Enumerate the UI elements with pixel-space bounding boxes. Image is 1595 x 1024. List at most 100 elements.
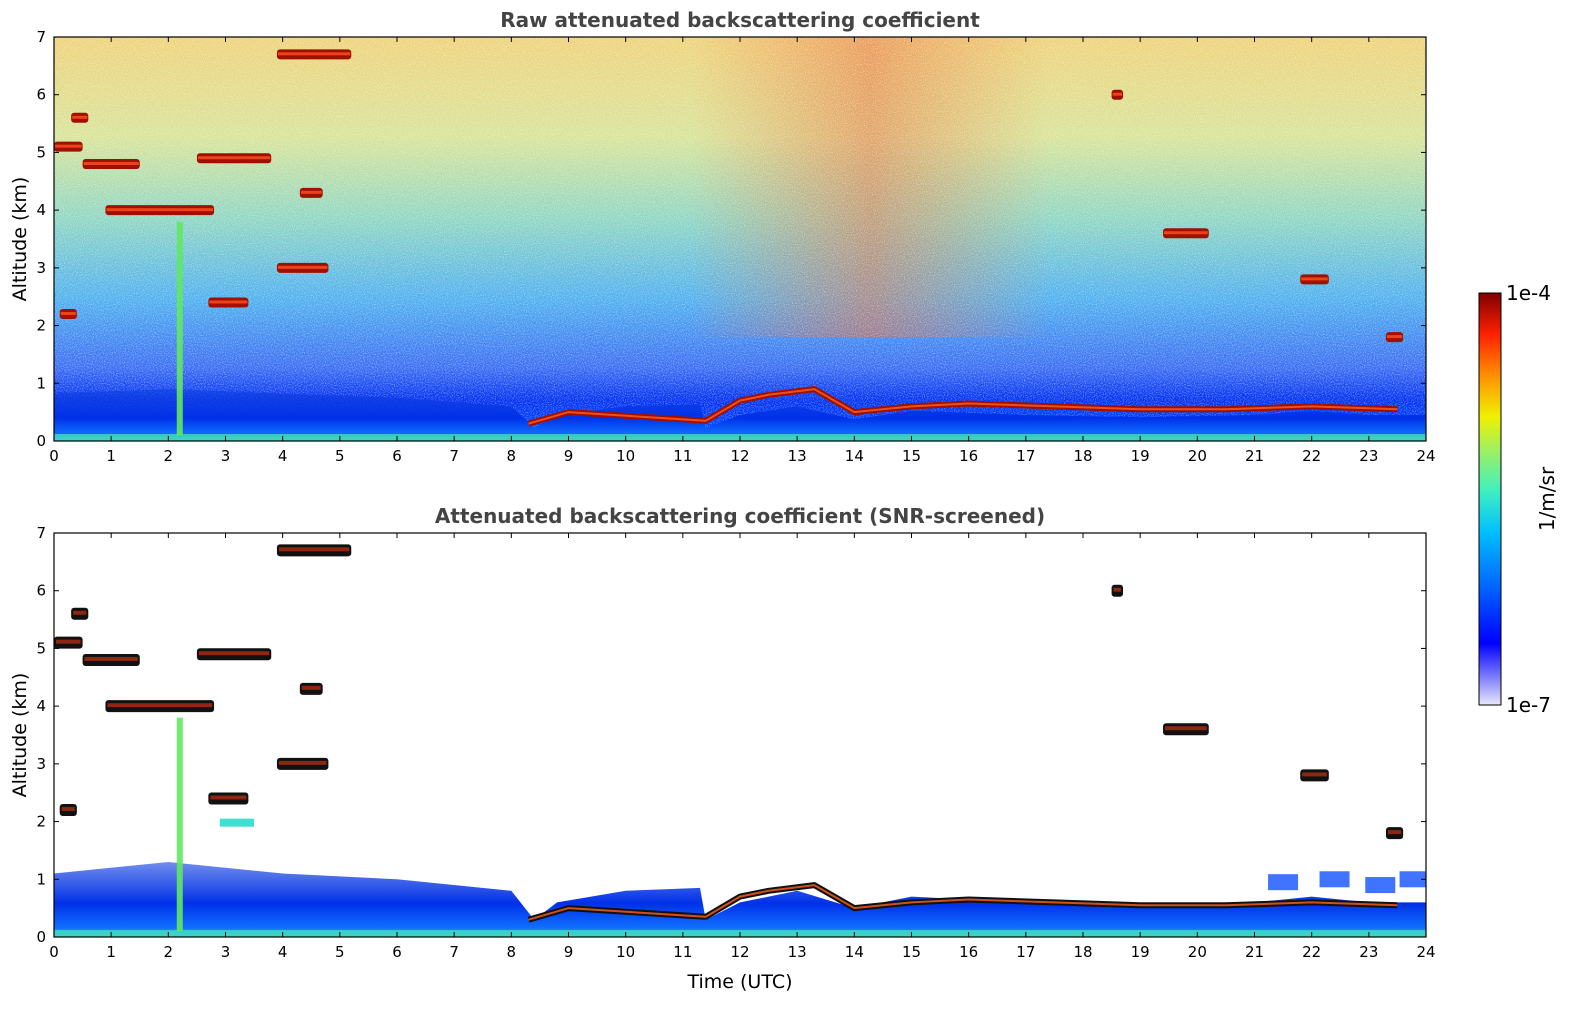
x-tick-label: 9 (564, 943, 574, 961)
boundary-layer-aerosol (54, 862, 1426, 937)
cloud-layer-core (107, 703, 213, 708)
screened-y-axis-label: Altitude (km) (9, 673, 31, 798)
boundary-layer-core (528, 884, 1398, 921)
screened-heatmap (54, 533, 1426, 937)
cloud-layer-core (277, 265, 328, 269)
y-tick-label: 2 (36, 317, 46, 335)
x-tick-label: 1 (106, 447, 116, 465)
residual-aerosol-patch (1268, 874, 1299, 891)
cloud-layer-core (1302, 772, 1327, 777)
x-tick-label: 13 (788, 943, 807, 961)
x-tick-label: 16 (959, 447, 978, 465)
x-tick-label: 21 (1245, 447, 1264, 465)
screened-panel-title: Attenuated backscattering coefficient (S… (435, 504, 1045, 528)
residual-aerosol-patch (1365, 877, 1396, 894)
cloud-layer-core (56, 639, 81, 644)
y-tick-label: 7 (36, 28, 46, 46)
cloud-layer-core (84, 656, 138, 661)
x-tick-label: 18 (1073, 447, 1092, 465)
x-tick-label: 16 (959, 943, 978, 961)
cloud-layer-core (72, 115, 88, 119)
residual-aerosol-patch (1319, 871, 1350, 888)
y-tick-label: 3 (36, 755, 46, 773)
x-tick-label: 7 (449, 943, 459, 961)
x-tick-label: 15 (902, 447, 921, 465)
x-tick-label: 0 (49, 943, 59, 961)
x-axis-label: Time (UTC) (686, 971, 792, 993)
cloud-layer-core (1113, 587, 1122, 592)
y-tick-label: 6 (36, 86, 46, 104)
y-tick-label: 4 (36, 697, 46, 715)
cloud-layer-core (1386, 335, 1403, 339)
x-tick-label: 4 (278, 447, 288, 465)
x-tick-label: 4 (278, 943, 288, 961)
x-tick-label: 7 (449, 447, 459, 465)
colorbar-unit-label: 1/m/sr (1535, 466, 1559, 531)
x-tick-label: 14 (845, 943, 864, 961)
cloud-layer-core (1165, 726, 1207, 731)
colorbar-gradient (1478, 292, 1502, 706)
x-tick-label: 17 (1016, 447, 1035, 465)
x-tick-label: 18 (1073, 943, 1092, 961)
y-tick-label: 2 (36, 813, 46, 831)
cloud-layer-core (106, 208, 214, 212)
x-tick-label: 15 (902, 943, 921, 961)
cloud-layer-core (1301, 277, 1328, 281)
cloud-layer-core (73, 610, 87, 615)
cloud-layer-core (1112, 92, 1123, 96)
boundary-layer-core (528, 388, 1398, 425)
x-tick-label: 1 (106, 943, 116, 961)
cloud-layer-core (55, 144, 82, 148)
x-tick-label: 5 (335, 447, 345, 465)
cloud-layer-core (278, 760, 327, 765)
x-tick-label: 23 (1359, 447, 1378, 465)
x-tick-label: 12 (730, 943, 749, 961)
y-tick-label: 3 (36, 259, 46, 277)
cloud-layer-core (197, 156, 271, 160)
x-tick-label: 20 (1188, 943, 1207, 961)
screened-aerosol-patch (219, 818, 255, 827)
x-tick-label: 11 (673, 943, 692, 961)
colorbar: 1e-4 1e-7 1/m/sr (1478, 281, 1559, 717)
x-tick-label: 10 (616, 447, 635, 465)
x-tick-label: 12 (730, 447, 749, 465)
y-tick-label: 1 (36, 374, 46, 392)
y-tick-label: 0 (36, 928, 46, 946)
cloud-layer-core (198, 651, 270, 656)
x-tick-label: 24 (1416, 943, 1435, 961)
cloud-layer-core (277, 52, 351, 56)
cloud-layer-core (61, 807, 75, 812)
residual-aerosol-patch (1399, 871, 1426, 888)
screened-backscatter-panel: Attenuated backscattering coefficient (S… (9, 504, 1436, 993)
x-tick-label: 10 (616, 943, 635, 961)
x-tick-label: 8 (507, 447, 517, 465)
cloud-layer-core (278, 547, 350, 552)
x-tick-label: 19 (1131, 943, 1150, 961)
x-tick-label: 23 (1359, 943, 1378, 961)
y-tick-label: 4 (36, 201, 46, 219)
x-tick-label: 3 (221, 943, 231, 961)
raw-heatmap (54, 37, 1426, 441)
y-tick-label: 1 (36, 870, 46, 888)
raw-panel-title: Raw attenuated backscattering coefficien… (500, 8, 980, 32)
x-tick-label: 0 (49, 447, 59, 465)
x-tick-label: 22 (1302, 447, 1321, 465)
x-tick-label: 6 (392, 943, 402, 961)
y-tick-label: 5 (36, 639, 46, 657)
x-tick-label: 20 (1188, 447, 1207, 465)
cloud-layer-core (209, 300, 248, 304)
raw-y-axis-label: Altitude (km) (9, 177, 31, 302)
x-tick-label: 2 (164, 943, 174, 961)
x-tick-label: 21 (1245, 943, 1264, 961)
x-tick-label: 14 (845, 447, 864, 465)
y-tick-label: 6 (36, 582, 46, 600)
x-tick-label: 8 (507, 943, 517, 961)
cloud-layer-core (300, 190, 322, 194)
x-tick-label: 2 (164, 447, 174, 465)
cloud-layer-core (301, 685, 321, 690)
y-tick-label: 7 (36, 524, 46, 542)
x-tick-label: 6 (392, 447, 402, 465)
x-tick-label: 9 (564, 447, 574, 465)
x-tick-label: 22 (1302, 943, 1321, 961)
